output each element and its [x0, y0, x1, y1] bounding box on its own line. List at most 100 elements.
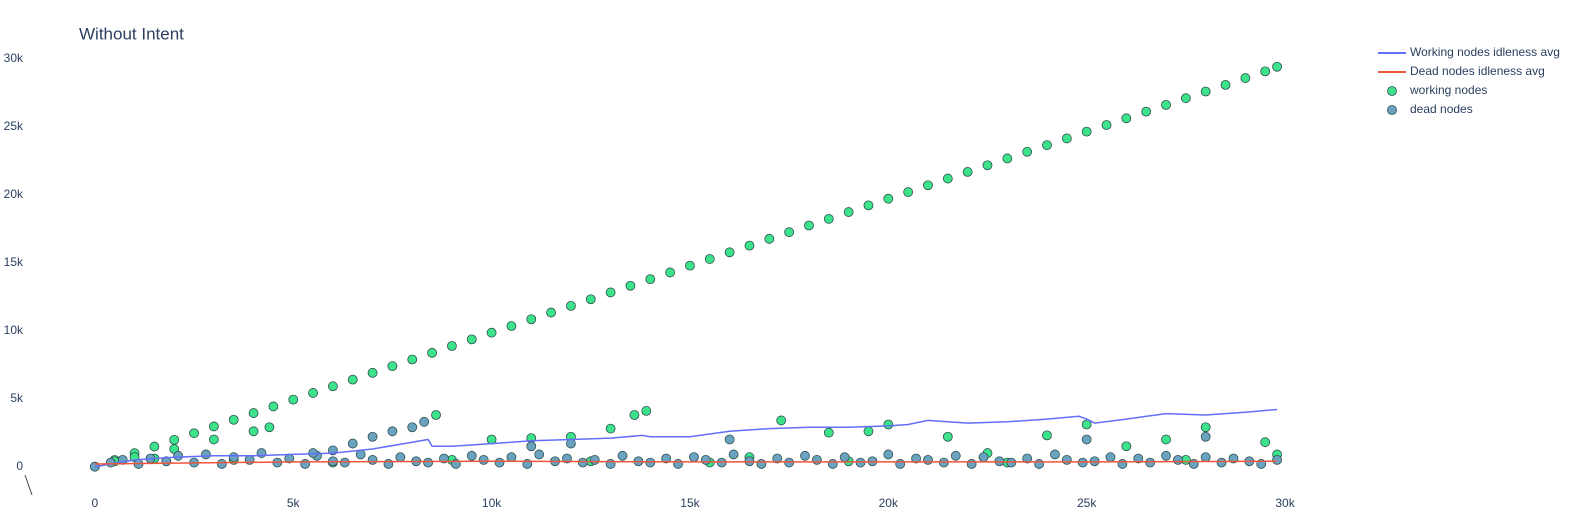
point	[685, 260, 695, 271]
point	[1042, 140, 1052, 151]
point	[216, 459, 227, 469]
point	[1081, 126, 1092, 137]
chart-title: Without Intent	[79, 24, 184, 43]
point	[827, 459, 838, 469]
point	[1200, 422, 1211, 433]
point	[673, 459, 683, 469]
point	[228, 414, 239, 425]
point	[1034, 459, 1044, 469]
point	[1022, 146, 1033, 157]
point	[447, 341, 457, 351]
point	[911, 453, 921, 464]
point	[248, 408, 259, 418]
y-tick-label: 5k	[10, 391, 24, 405]
point	[208, 434, 219, 445]
point	[486, 327, 497, 338]
point	[645, 274, 656, 284]
point	[883, 419, 894, 430]
point	[950, 450, 961, 461]
line	[94, 460, 1278, 465]
point	[605, 287, 616, 298]
point	[895, 459, 906, 469]
point	[1220, 79, 1231, 90]
point	[494, 457, 505, 468]
point	[665, 267, 676, 278]
point	[566, 438, 576, 449]
point	[1121, 113, 1132, 124]
point	[923, 180, 933, 191]
point	[478, 454, 489, 465]
legend-label: Dead nodes idleness avg	[1410, 64, 1545, 78]
point	[1272, 454, 1282, 465]
point	[566, 300, 576, 311]
legend-label: working nodes	[1409, 83, 1487, 97]
point	[288, 394, 299, 405]
point	[577, 457, 588, 468]
point	[1200, 452, 1211, 463]
point	[883, 449, 894, 460]
x-tick-label: 0	[92, 496, 99, 510]
point	[466, 334, 477, 345]
point	[526, 441, 537, 452]
point	[1042, 430, 1052, 441]
point	[724, 247, 735, 258]
line	[94, 408, 1278, 468]
point	[339, 457, 350, 468]
point	[823, 213, 834, 224]
y-tick-label: 30k	[4, 51, 24, 65]
point	[625, 280, 636, 291]
point	[839, 452, 850, 463]
point	[1101, 120, 1112, 130]
x-tick-label: 25k	[1077, 496, 1097, 510]
legend-label: dead nodes	[1410, 102, 1473, 116]
point	[942, 431, 953, 442]
point	[585, 294, 596, 305]
point	[863, 426, 874, 437]
y-tick-label: 20k	[4, 187, 24, 201]
point	[1240, 73, 1251, 83]
point	[1081, 434, 1092, 445]
point	[784, 227, 795, 238]
point	[689, 452, 699, 463]
point	[843, 207, 854, 217]
point	[1022, 453, 1033, 464]
point	[704, 254, 715, 264]
point	[407, 354, 418, 365]
point	[812, 454, 822, 465]
point	[1180, 93, 1191, 104]
point	[1141, 106, 1152, 117]
point	[589, 454, 600, 465]
point	[756, 459, 767, 469]
point	[1161, 450, 1171, 461]
point	[629, 410, 640, 420]
legend-swatch	[1387, 86, 1397, 96]
point	[466, 450, 477, 461]
point	[534, 449, 545, 460]
x-tick-label: 30k	[1275, 496, 1295, 510]
x-tick-label: 20k	[879, 496, 899, 510]
point	[208, 421, 219, 432]
point	[982, 160, 993, 171]
point	[605, 423, 616, 434]
point	[387, 426, 398, 437]
point	[700, 454, 711, 465]
point	[962, 167, 973, 177]
point	[1105, 452, 1116, 463]
point	[1161, 99, 1171, 110]
point	[1260, 437, 1271, 448]
point	[1133, 453, 1144, 464]
point	[1145, 457, 1156, 468]
point	[105, 457, 116, 468]
point	[264, 422, 275, 433]
y-tick-label: 0	[16, 459, 23, 473]
y-tick-label: 25k	[4, 119, 24, 133]
point	[367, 431, 378, 442]
legend: Working nodes idleness avg Dead nodes idl…	[1378, 45, 1560, 116]
point	[423, 457, 434, 468]
point	[605, 459, 616, 469]
point	[387, 361, 398, 372]
point	[776, 415, 787, 426]
point	[1117, 459, 1128, 469]
point	[942, 173, 953, 184]
